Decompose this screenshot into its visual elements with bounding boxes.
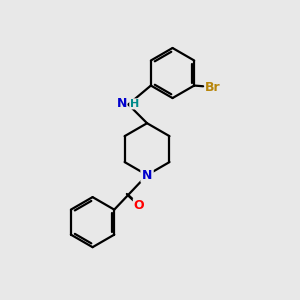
Text: Br: Br <box>204 80 220 94</box>
Text: N: N <box>142 169 152 182</box>
Text: H: H <box>130 99 139 109</box>
Text: O: O <box>134 199 144 212</box>
Text: N: N <box>116 98 127 110</box>
